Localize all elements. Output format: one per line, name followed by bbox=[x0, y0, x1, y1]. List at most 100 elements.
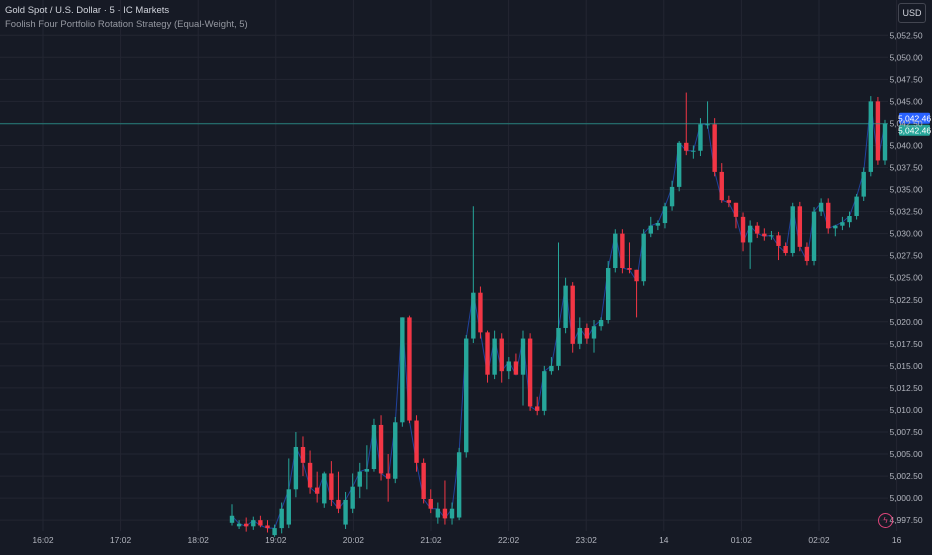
candle-body bbox=[591, 326, 597, 339]
candle-body bbox=[407, 317, 412, 421]
candle-body bbox=[882, 123, 888, 161]
candle-body bbox=[556, 327, 561, 366]
y-tick-label: 5,025.00 bbox=[889, 273, 922, 283]
candle-body bbox=[542, 371, 547, 411]
candle-body bbox=[442, 508, 448, 519]
y-tick-label: 5,037.50 bbox=[889, 163, 922, 173]
candle-body bbox=[265, 525, 270, 529]
candle-body bbox=[350, 486, 355, 509]
candle-body bbox=[471, 292, 476, 339]
candle-body bbox=[343, 499, 348, 525]
x-tick-label: 20:02 bbox=[343, 535, 365, 545]
x-tick-label: 02:02 bbox=[808, 535, 830, 545]
x-tick-label: 22:02 bbox=[498, 535, 520, 545]
candle-body bbox=[258, 520, 263, 526]
candle-body bbox=[648, 225, 653, 234]
candle-body bbox=[769, 235, 774, 237]
x-tick-label: 19:02 bbox=[265, 535, 287, 545]
y-tick-label: 5,007.50 bbox=[889, 427, 922, 437]
candle-body bbox=[300, 446, 306, 463]
candle-body bbox=[314, 487, 320, 494]
candle-body bbox=[371, 424, 377, 470]
price-axis[interactable]: 4,997.50 5,000.00 5,002.50 5,005.00 5,007.50… bbox=[889, 30, 922, 525]
lightning-icon[interactable]: ϟ bbox=[878, 513, 893, 528]
candle-body bbox=[783, 245, 788, 254]
grid bbox=[0, 0, 898, 531]
candle-body bbox=[329, 473, 334, 500]
candle-body bbox=[584, 327, 590, 339]
y-tick-label: 5,012.50 bbox=[889, 383, 922, 393]
candle-body bbox=[804, 246, 810, 261]
candle-body bbox=[740, 216, 746, 243]
candle-body bbox=[790, 206, 795, 254]
y-tick-label: 4,997.50 bbox=[889, 515, 922, 525]
candle-body bbox=[464, 338, 469, 453]
candle-body bbox=[662, 206, 668, 224]
y-tick-label: 5,022.50 bbox=[889, 295, 922, 305]
price-label: 5,042.46 bbox=[898, 113, 931, 123]
price-label: 5,042.46 bbox=[898, 125, 931, 135]
candles bbox=[229, 92, 888, 537]
candle-body bbox=[527, 338, 533, 407]
candle-body bbox=[726, 200, 732, 203]
candle-body bbox=[272, 528, 277, 536]
candle-body bbox=[641, 233, 646, 282]
y-tick-label: 5,050.00 bbox=[889, 52, 922, 62]
y-tick-label: 5,002.50 bbox=[889, 471, 922, 481]
candle-body bbox=[669, 186, 675, 207]
candle-body bbox=[620, 233, 625, 269]
x-tick-label: 16 bbox=[892, 535, 902, 545]
candle-body bbox=[655, 223, 661, 226]
x-tick-label: 01:02 bbox=[731, 535, 753, 545]
currency-button[interactable]: USD bbox=[898, 3, 926, 23]
candle-body bbox=[705, 124, 710, 126]
indicator-title[interactable]: Foolish Four Portfolio Rotation Strategy… bbox=[5, 19, 248, 30]
candle-body bbox=[251, 520, 256, 527]
candle-body bbox=[676, 142, 682, 187]
candle-body bbox=[861, 171, 866, 197]
candle-body bbox=[577, 327, 582, 344]
x-tick-label: 23:02 bbox=[576, 535, 598, 545]
y-tick-label: 5,010.00 bbox=[889, 405, 922, 415]
candle-body bbox=[499, 338, 504, 372]
candle-body bbox=[613, 233, 618, 269]
candle-body bbox=[712, 124, 717, 172]
candle-body bbox=[811, 211, 817, 261]
candle-body bbox=[506, 361, 512, 372]
candle-body bbox=[236, 523, 242, 527]
candle-body bbox=[755, 225, 760, 234]
last-price-line: 5,042.46 5,042.46 bbox=[0, 112, 931, 136]
candle-body bbox=[797, 206, 803, 247]
candle-body bbox=[868, 101, 874, 172]
candle-body bbox=[605, 268, 611, 321]
symbol-title[interactable]: Gold Spot / U.S. Dollar · 5 · IC Markets bbox=[5, 5, 170, 16]
candle-body bbox=[428, 499, 433, 509]
candle-body bbox=[847, 215, 852, 223]
y-tick-label: 5,032.50 bbox=[889, 207, 922, 217]
candle-body bbox=[570, 285, 575, 344]
x-tick-label: 17:02 bbox=[110, 535, 132, 545]
candle-body bbox=[414, 420, 419, 463]
y-tick-label: 5,005.00 bbox=[889, 449, 922, 459]
candle-body bbox=[598, 320, 604, 327]
candle-body bbox=[627, 268, 632, 270]
candle-body bbox=[520, 338, 526, 375]
candle-body bbox=[478, 292, 483, 333]
x-tick-label: 18:02 bbox=[188, 535, 210, 545]
x-tick-label: 14 bbox=[659, 535, 669, 545]
candle-body bbox=[833, 225, 838, 229]
time-axis[interactable]: 16:02 17:02 18:02 19:02 20:02 21:02 22:02 23:02… bbox=[32, 535, 901, 545]
candle-body bbox=[286, 489, 291, 525]
candle-body bbox=[747, 225, 753, 243]
candle-body bbox=[421, 462, 426, 500]
chart-legend: Gold Spot / U.S. Dollar · 5 · IC Markets… bbox=[5, 4, 248, 32]
candle-body bbox=[818, 202, 824, 212]
candle-body bbox=[435, 508, 441, 518]
y-tick-label: 5,030.00 bbox=[889, 229, 922, 239]
y-tick-label: 5,040.00 bbox=[889, 140, 922, 150]
candle-body bbox=[307, 462, 313, 488]
candle-body bbox=[840, 222, 845, 226]
candle-body bbox=[279, 508, 284, 529]
